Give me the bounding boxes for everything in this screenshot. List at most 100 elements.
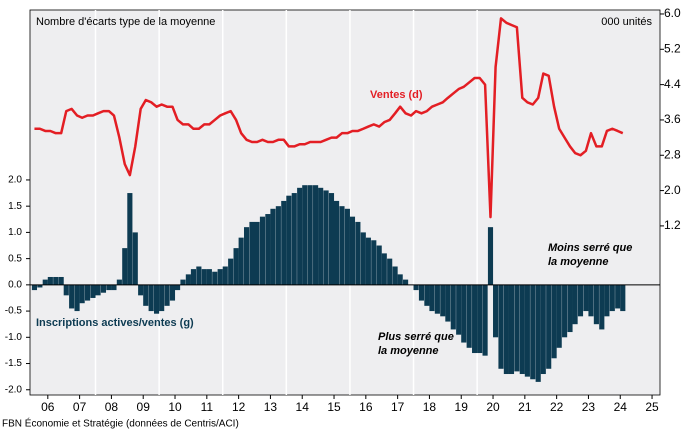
bar [297,187,303,285]
bar [127,193,133,285]
y-tick-label: 0.0 [8,279,22,290]
bar [228,258,234,285]
bar [31,284,38,291]
bar [196,266,202,285]
bar [360,232,366,285]
bar [609,284,615,312]
bar [169,284,176,301]
bar [583,284,589,312]
bar [47,276,53,285]
y2-tick-label: 4.4 [664,77,681,91]
bar [122,248,128,285]
y-tick-label: 2.0 [8,175,22,186]
bar [445,284,451,322]
y2-tick-label: 2.8 [664,147,681,161]
bar [508,284,515,375]
bar [392,266,398,285]
x-tick-label: 22 [550,400,564,414]
bar [339,206,345,285]
bar [291,193,297,285]
right-axis-note: 000 unités [601,16,652,28]
bar [397,274,403,285]
bar [259,216,266,285]
bar [323,190,329,285]
bar [302,185,308,285]
bar [249,221,255,285]
bar [498,284,504,369]
x-tick-label: 15 [327,400,341,414]
source: FBN Économie et Stratégie (données de Ce… [2,417,239,430]
x-tick-label: 19 [455,400,469,414]
y2-tick-label: 1.2 [664,218,681,232]
bar [524,284,530,377]
x-tick-label: 18 [423,400,437,414]
bar [418,284,425,301]
bar [482,284,488,356]
bar [466,284,472,348]
x-tick-label: 13 [264,400,278,414]
bar [599,284,605,330]
y2-tick-label: 5.2 [664,41,681,55]
bar [159,284,165,312]
bar [116,279,122,285]
x-tick-label: 08 [105,400,119,414]
bar [567,284,573,333]
bar [307,185,313,285]
x-tick-label: 06 [41,400,55,414]
bar [148,284,154,312]
bar [53,276,59,285]
bar [217,269,223,285]
bar [143,284,149,306]
bar [281,200,287,285]
bar [620,284,626,312]
bar [238,237,244,285]
bar [371,240,377,285]
bar [270,208,276,285]
bar [58,276,64,285]
x-tick-label: 20 [486,400,500,414]
bar [275,206,281,285]
bar [577,284,584,317]
bar [185,274,191,285]
bar [265,214,271,285]
x-tick-label: 14 [296,400,310,414]
bar [519,284,525,375]
bar [90,284,96,298]
y-tick-label: -1.5 [5,358,23,369]
bar [100,284,107,293]
y-tick-label: 0.5 [8,253,22,264]
x-tick-label: 12 [232,400,246,414]
y-tick-label: -1.0 [5,332,23,343]
x-tick-label: 09 [137,400,151,414]
bar [514,284,520,372]
bar [164,284,170,306]
bar [461,284,467,343]
bar [434,284,440,314]
annotation: la moyenne [548,256,609,268]
bar [286,195,292,285]
x-tick-label: 24 [614,400,628,414]
bar [190,269,197,285]
x-tick-label: 21 [518,400,532,414]
bar [546,284,552,369]
bar [556,284,562,348]
bar [551,284,557,359]
bar [387,258,393,285]
bar [535,284,541,382]
bar [349,216,356,285]
bar [138,284,144,296]
bar [562,284,568,338]
bar [111,284,117,291]
bar [313,185,319,285]
annotation: Plus serré que [378,331,454,343]
y2-tick-label: 3.6 [664,112,681,126]
bar [413,284,419,291]
bar [355,221,361,285]
x-tick-label: 17 [391,400,405,414]
bar [201,269,207,285]
x-tick-label: 07 [73,400,87,414]
bar [403,279,409,285]
x-tick-label: 10 [168,400,182,414]
line [34,17,624,219]
